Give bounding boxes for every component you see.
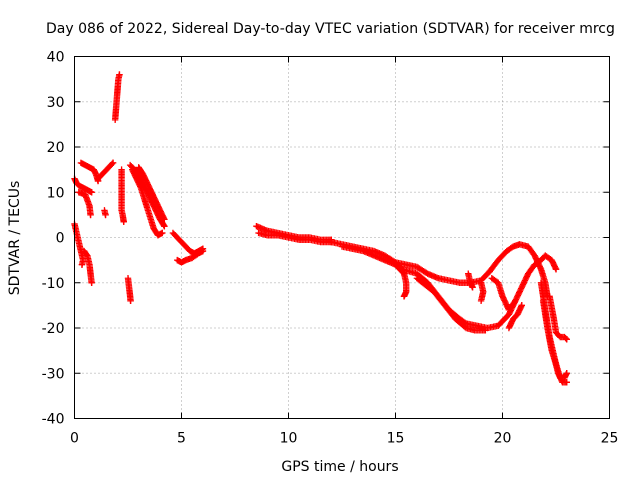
x-tick-label: 5: [177, 431, 186, 447]
data-point: [563, 336, 570, 343]
data-point: [88, 279, 95, 286]
data-point: [160, 221, 167, 229]
data-points: [71, 71, 570, 386]
data-point: [161, 222, 168, 230]
data-point: [127, 297, 134, 305]
x-tick-label: 0: [70, 431, 79, 447]
data-point: [563, 370, 570, 377]
x-tick-label: 20: [494, 431, 512, 447]
data-point: [199, 247, 207, 255]
y-tick-label: -30: [42, 366, 65, 382]
data-point: [552, 265, 560, 273]
data-point: [563, 379, 570, 386]
data-point: [116, 71, 123, 78]
y-axis-label: SDTVAR / TECUs: [7, 181, 23, 296]
data-point: [102, 211, 109, 219]
x-tick-label: 15: [387, 431, 405, 447]
data-point: [477, 279, 485, 286]
y-tick-labels: -40 -30 -20 -10 0 10 20 30 40: [42, 50, 65, 428]
data-point: [78, 261, 86, 268]
data-point: [109, 159, 117, 167]
y-tick-label: 30: [47, 95, 65, 111]
data-point: [400, 293, 408, 300]
data-point: [482, 327, 489, 334]
x-tick-label: 10: [280, 431, 298, 447]
plot-border: [74, 56, 610, 419]
y-tick-label: -20: [42, 321, 65, 337]
x-tick-labels: 0 5 10 15 20 25: [70, 431, 618, 447]
y-tick-label: -10: [42, 276, 65, 292]
y-tick-label: 40: [47, 50, 65, 66]
y-tick-label: 10: [47, 185, 65, 201]
x-axis-label: GPS time / hours: [281, 459, 398, 475]
data-point: [469, 284, 476, 291]
data-point: [161, 216, 168, 223]
x-tick-label: 25: [601, 431, 619, 447]
data-point: [88, 189, 95, 196]
data-point: [108, 160, 116, 168]
y-tick-label: -40: [42, 412, 65, 428]
data-point: [87, 211, 94, 219]
y-tick-label: 20: [47, 140, 65, 156]
data-point: [562, 334, 569, 342]
data-point: [159, 229, 166, 237]
data-point: [120, 218, 127, 225]
data-point: [518, 302, 525, 309]
y-tick-label: 0: [56, 231, 65, 247]
chart-title: Day 086 of 2022, Sidereal Day-to-day VTE…: [46, 21, 615, 37]
grid: [74, 56, 610, 419]
